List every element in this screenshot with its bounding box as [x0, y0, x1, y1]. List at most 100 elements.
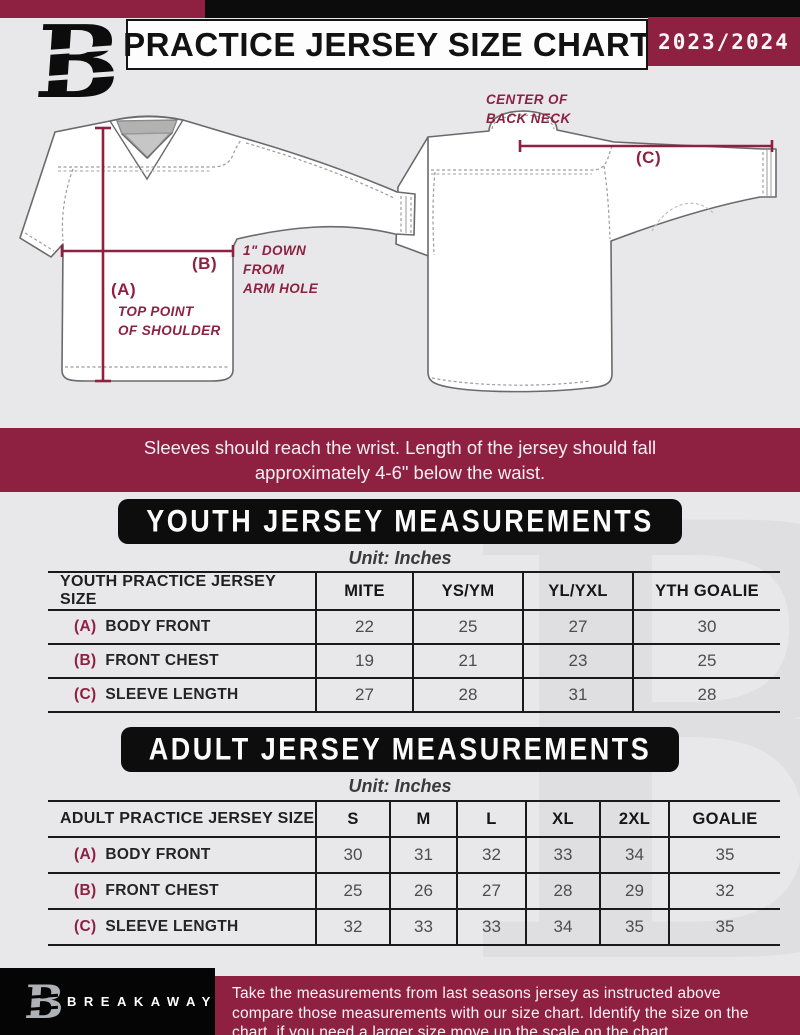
back-jersey-drawing	[395, 110, 777, 393]
size-value: 25	[632, 644, 780, 678]
column-header: XL	[525, 801, 600, 837]
size-value: 31	[522, 678, 633, 712]
table-header-row: YOUTH PRACTICE JERSEY SIZE MITE YS/YM YL…	[48, 572, 780, 610]
size-value: 31	[389, 837, 457, 873]
footer-brand-bar: B BREAKAWAY	[0, 968, 215, 1035]
breakaway-logo-icon-footer: B	[23, 975, 66, 1029]
column-header: L	[456, 801, 526, 837]
size-value: 22	[315, 610, 413, 644]
youth-unit-label: Unit: Inches	[348, 548, 452, 568]
measurement-lines	[60, 126, 774, 383]
front-body	[19, 115, 416, 382]
size-value: 25	[315, 873, 390, 909]
size-value: 32	[668, 873, 780, 909]
table-corner-label: ADULT PRACTICE JERSEY SIZE	[60, 810, 315, 827]
table-corner-label: YOUTH PRACTICE JERSEY SIZE	[60, 573, 276, 608]
size-value: 32	[315, 909, 390, 945]
measure-key: (C)	[74, 686, 97, 703]
measurement-line-a	[95, 126, 111, 383]
table-header-row: ADULT PRACTICE JERSEY SIZE S M L XL 2XL …	[48, 801, 780, 837]
size-value: 35	[668, 837, 780, 873]
column-header: YL/YXL	[522, 572, 633, 610]
measure-label: FRONT CHEST	[105, 882, 219, 899]
size-value: 21	[412, 644, 523, 678]
fit-notice-banner: Sleeves should reach the wrist. Length o…	[0, 428, 800, 492]
youth-size-table: YOUTH PRACTICE JERSEY SIZE MITE YS/YM YL…	[48, 571, 780, 713]
back-jersey-seams	[431, 114, 764, 386]
measure-label: SLEEVE LENGTH	[105, 686, 239, 703]
size-value: 23	[522, 644, 633, 678]
column-header: GOALIE	[668, 801, 780, 837]
measure-key-a: (A)	[111, 280, 137, 299]
table-row: (A) BODY FRONT 22 25 27 30	[48, 610, 780, 644]
footer-instructions-bar: Take the measurements from last seasons …	[215, 976, 800, 1035]
column-header: 2XL	[599, 801, 669, 837]
size-value: 32	[456, 837, 526, 873]
size-value: 27	[456, 873, 526, 909]
size-value: 28	[525, 873, 600, 909]
size-value: 34	[599, 837, 669, 873]
measurement-line-c	[518, 140, 774, 152]
table-row: (A) BODY FRONT 30 31 32 33 34 35	[48, 837, 780, 873]
size-value: 28	[412, 678, 523, 712]
table-row: (B) FRONT CHEST 19 21 23 25	[48, 644, 780, 678]
back-cuff-ribs	[766, 150, 772, 197]
size-value: 35	[599, 909, 669, 945]
table-row: (C) SLEEVE LENGTH 27 28 31 28	[48, 678, 780, 712]
fit-notice-text: Sleeves should reach the wrist. Length o…	[143, 437, 657, 483]
page-title: PRACTICE JERSEY SIZE CHART	[123, 25, 651, 63]
size-value: 29	[599, 873, 669, 909]
top-strip-maroon	[0, 0, 205, 18]
front-jersey-seams	[24, 139, 412, 368]
adult-table-wrap: ADULT PRACTICE JERSEY SIZE S M L XL 2XL …	[48, 800, 780, 946]
front-jersey-drawing	[19, 115, 416, 382]
measure-key: (B)	[74, 652, 97, 669]
brand-wordmark: BREAKAWAY	[67, 994, 218, 1009]
jersey-diagrams	[19, 110, 777, 393]
season-badge: 2023/2024	[648, 17, 800, 66]
youth-section-heading: YOUTH JERSEY MEASUREMENTS	[118, 499, 682, 544]
youth-table-wrap: YOUTH PRACTICE JERSEY SIZE MITE YS/YM YL…	[48, 571, 780, 713]
measure-key-b: (B)	[192, 254, 218, 273]
size-value: 35	[668, 909, 780, 945]
column-header: M	[389, 801, 457, 837]
size-value: 33	[525, 837, 600, 873]
size-value: 30	[632, 610, 780, 644]
size-value: 33	[456, 909, 526, 945]
size-value: 19	[315, 644, 413, 678]
measure-note-c: CENTER OF BACK NECK	[486, 92, 571, 126]
size-value: 27	[522, 610, 633, 644]
measure-key: (B)	[74, 882, 97, 899]
size-value: 25	[412, 610, 523, 644]
measure-note-b: 1" DOWN FROM ARM HOLE	[243, 243, 319, 296]
measure-key: (A)	[74, 846, 97, 863]
size-value: 30	[315, 837, 390, 873]
adult-unit-label: Unit: Inches	[348, 776, 452, 796]
measure-label: SLEEVE LENGTH	[105, 918, 239, 935]
adult-size-table: ADULT PRACTICE JERSEY SIZE S M L XL 2XL …	[48, 800, 780, 946]
size-value: 26	[389, 873, 457, 909]
column-header: YTH GOALIE	[632, 572, 780, 610]
measure-label: BODY FRONT	[105, 618, 211, 635]
size-value: 27	[315, 678, 413, 712]
measure-label: FRONT CHEST	[105, 652, 219, 669]
table-row: (B) FRONT CHEST 25 26 27 28 29 32	[48, 873, 780, 909]
table-row: (C) SLEEVE LENGTH 32 33 33 34 35 35	[48, 909, 780, 945]
measure-label: BODY FRONT	[105, 846, 211, 863]
front-collar	[109, 116, 184, 181]
size-value: 28	[632, 678, 780, 712]
season-label: 2023/2024	[658, 29, 790, 54]
size-value: 34	[525, 909, 600, 945]
page-title-box: PRACTICE JERSEY SIZE CHART	[123, 19, 651, 70]
column-header: S	[315, 801, 390, 837]
adult-section-heading: ADULT JERSEY MEASUREMENTS	[120, 727, 680, 772]
column-header: YS/YM	[412, 572, 523, 610]
measure-key-c: (C)	[636, 148, 662, 167]
measure-note-a: TOP POINT OF SHOULDER	[118, 304, 221, 338]
column-header: MITE	[315, 572, 413, 610]
back-body	[427, 110, 777, 393]
measure-key: (C)	[74, 918, 97, 935]
top-strip-black	[205, 0, 800, 18]
measurement-line-b	[60, 245, 235, 257]
